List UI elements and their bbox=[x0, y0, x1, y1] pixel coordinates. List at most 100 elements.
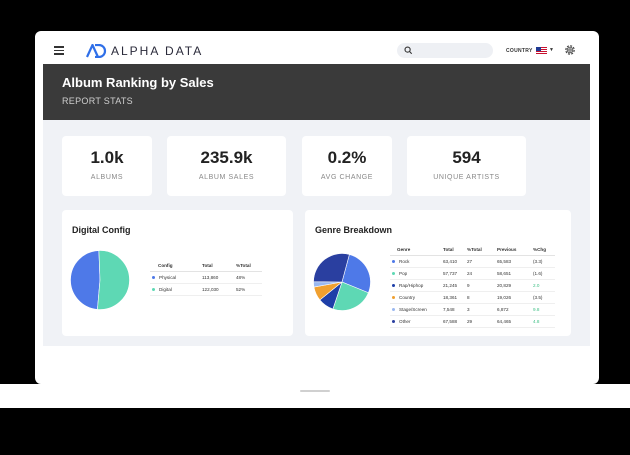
pie-slice-digital[interactable] bbox=[97, 250, 130, 310]
row-label: Physical bbox=[159, 275, 177, 280]
row-pct: 52% bbox=[234, 283, 262, 296]
legend-dot bbox=[392, 296, 395, 300]
row-previous: 6,872 bbox=[495, 303, 531, 316]
genre-breakdown-pie-chart bbox=[313, 253, 371, 311]
page-subtitle: REPORT STATS bbox=[62, 96, 133, 106]
app-screen: ALPHA DATA COUNTRY ▼ Album Ranking by Sa… bbox=[43, 38, 590, 346]
device-stand bbox=[0, 384, 630, 408]
table-header-row: Config Total %Total bbox=[150, 260, 262, 272]
legend-dot bbox=[392, 284, 395, 288]
row-previous: 19,026 bbox=[495, 291, 531, 304]
row-label: Pop bbox=[399, 271, 408, 276]
pie-slice-pop[interactable] bbox=[332, 281, 369, 311]
column-header: Total bbox=[441, 244, 465, 256]
row-total: 113,860 bbox=[200, 271, 234, 284]
table-row[interactable]: Physical 113,860 48% bbox=[150, 271, 262, 284]
table-row[interactable]: Other 67,588 29 64,465 4.8 bbox=[390, 315, 555, 328]
row-change: 9.8 bbox=[531, 303, 555, 316]
table-row[interactable]: Digital 122,030 52% bbox=[150, 283, 262, 296]
country-label: COUNTRY bbox=[506, 48, 533, 54]
page-title: Album Ranking by Sales bbox=[62, 75, 214, 90]
legend-dot bbox=[392, 272, 395, 276]
row-label: Stage/Screen bbox=[399, 307, 427, 312]
report-header: Album Ranking by Sales REPORT STATS bbox=[43, 64, 590, 120]
legend-dot bbox=[392, 308, 395, 312]
legend-dot-digital bbox=[152, 288, 155, 292]
digital-config-card: Digital Config Config Total %Total Physi… bbox=[62, 210, 293, 336]
app-logo[interactable]: ALPHA DATA bbox=[86, 42, 203, 60]
row-total: 21,245 bbox=[441, 279, 465, 292]
top-bar: ALPHA DATA COUNTRY ▼ bbox=[43, 38, 590, 64]
stat-card-avg-change: 0.2% AVG CHANGE bbox=[302, 136, 392, 196]
column-header: Total bbox=[200, 260, 234, 272]
card-title: Genre Breakdown bbox=[315, 225, 393, 235]
stat-value: 0.2% bbox=[327, 148, 367, 167]
legend-dot bbox=[392, 320, 395, 324]
pie-slice-physical[interactable] bbox=[70, 250, 101, 310]
column-header: Genre bbox=[390, 244, 441, 256]
legend-dot bbox=[392, 260, 395, 264]
row-change: (1.6) bbox=[531, 267, 555, 280]
app-name: ALPHA DATA bbox=[111, 44, 204, 58]
row-previous: 64,465 bbox=[495, 315, 531, 328]
row-total: 63,410 bbox=[441, 255, 465, 268]
column-header: %Total bbox=[465, 244, 495, 256]
table-row[interactable]: Country 18,361 8 19,026 (3.5) bbox=[390, 291, 555, 304]
stat-label: AVG CHANGE bbox=[320, 174, 374, 181]
row-label: Rock bbox=[399, 259, 410, 264]
row-label: Country bbox=[399, 295, 416, 300]
row-label: Other bbox=[399, 319, 411, 324]
search-input[interactable] bbox=[397, 43, 493, 58]
column-header: %Chg bbox=[531, 244, 555, 256]
logo-mark-icon bbox=[86, 44, 107, 58]
stat-value: 235.9k bbox=[200, 148, 253, 167]
row-total: 18,361 bbox=[441, 291, 465, 304]
row-previous: 65,583 bbox=[495, 255, 531, 268]
stat-label: ALBUM SALES bbox=[198, 174, 255, 181]
stat-value: 594 bbox=[452, 148, 481, 167]
table-header-row: Genre Total %Total Previous %Chg bbox=[390, 244, 555, 256]
table-row[interactable]: Rap/Hiphop 21,245 9 20,829 2.0 bbox=[390, 279, 555, 292]
row-pct: 24 bbox=[465, 267, 495, 280]
chevron-down-icon[interactable]: ▼ bbox=[549, 47, 554, 53]
row-pct: 27 bbox=[465, 255, 495, 268]
column-header: %Total bbox=[234, 260, 262, 272]
stat-value: 1.0k bbox=[90, 148, 124, 167]
menu-icon[interactable] bbox=[54, 46, 64, 55]
column-header: Config bbox=[150, 260, 200, 272]
row-total: 67,588 bbox=[441, 315, 465, 328]
pie-slice-rock[interactable] bbox=[341, 254, 371, 294]
row-change: 2.0 bbox=[531, 279, 555, 292]
legend-dot-physical bbox=[152, 276, 155, 280]
row-change: 4.8 bbox=[531, 315, 555, 328]
row-total: 7,548 bbox=[441, 303, 465, 316]
row-label: Rap/Hiphop bbox=[399, 283, 424, 288]
stat-label: UNIQUE ARTISTS bbox=[433, 174, 500, 181]
pie-slice-other[interactable] bbox=[313, 253, 350, 283]
row-total: 122,030 bbox=[200, 283, 234, 296]
genre-breakdown-card: Genre Breakdown Genre Total %Total Previ… bbox=[305, 210, 571, 336]
stat-label: ALBUMS bbox=[90, 174, 124, 181]
digital-config-pie-chart bbox=[70, 250, 130, 310]
digital-config-table: Config Total %Total Physical 113,860 48%… bbox=[150, 260, 262, 296]
genre-table: Genre Total %Total Previous %Chg Rock 63,… bbox=[390, 244, 555, 328]
row-total: 57,737 bbox=[441, 267, 465, 280]
row-pct: 48% bbox=[234, 271, 262, 284]
search-icon bbox=[404, 46, 413, 55]
card-title: Digital Config bbox=[72, 225, 131, 235]
row-pct: 8 bbox=[465, 291, 495, 304]
row-pct: 29 bbox=[465, 315, 495, 328]
table-row[interactable]: Rock 63,410 27 65,583 (3.3) bbox=[390, 255, 555, 268]
row-previous: 20,829 bbox=[495, 279, 531, 292]
column-header: Previous bbox=[495, 244, 531, 256]
stat-card-album-sales: 235.9k ALBUM SALES bbox=[167, 136, 286, 196]
row-change: (3.5) bbox=[531, 291, 555, 304]
row-change: (3.3) bbox=[531, 255, 555, 268]
us-flag-icon[interactable] bbox=[536, 47, 547, 54]
gear-icon[interactable] bbox=[564, 44, 576, 56]
table-row[interactable]: Stage/Screen 7,548 3 6,872 9.8 bbox=[390, 303, 555, 316]
row-label: Digital bbox=[159, 287, 172, 292]
row-pct: 9 bbox=[465, 279, 495, 292]
table-row[interactable]: Pop 57,737 24 58,651 (1.6) bbox=[390, 267, 555, 280]
row-pct: 3 bbox=[465, 303, 495, 316]
